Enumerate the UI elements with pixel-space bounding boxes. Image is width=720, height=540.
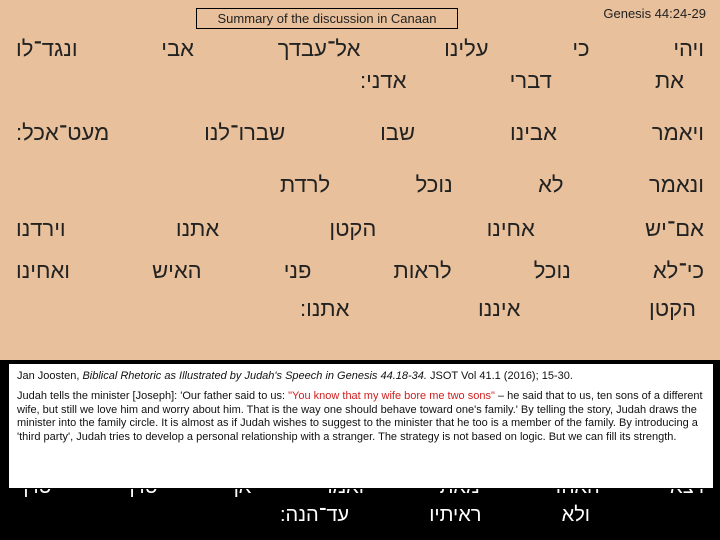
hebrew-word: אבי [161,36,194,62]
citation-title: Biblical Rhetoric as Illustrated by Juda… [82,370,427,382]
hebrew-word: האיש [152,258,202,284]
hebrew-word: הקטן [329,216,376,242]
hebrew-word: לרדת [280,172,330,198]
hebrew-word: עד־הנה: [280,504,349,527]
citation-body: Judah tells the minister [Joseph]: 'Our … [17,390,705,445]
hebrew-word: ונאמר [649,172,704,198]
citation-source: Jan Joosten, Biblical Rhetoric as Illust… [17,370,705,384]
hebrew-word: כי [572,36,589,62]
citation-block: Jan Joosten, Biblical Rhetoric as Illust… [8,363,714,489]
hebrew-word: נוכל [534,258,571,284]
hebrew-word: אתנו [176,216,219,242]
hebrew-word: הקטן [649,296,696,322]
citation-author: Jan Joosten, [17,370,79,382]
hebrew-word: ולא [562,504,590,527]
hebrew-word: פני [284,258,312,284]
hebrew-word: לראות [394,258,452,284]
hebrew-word: כי־לא [653,258,704,284]
bottom-hebrew-line-2: ולא ראיתיו עד־הנה: [280,504,590,540]
hebrew-word: אם־יש [645,216,704,242]
hebrew-word: ויהי [673,36,704,62]
slide-canvas: Genesis 44:24-29 Summary of the discussi… [0,0,720,540]
hebrew-word: נוכל [416,172,453,198]
hebrew-word: אחינו [487,216,535,242]
hebrew-line-2: את דברי אדני: [360,68,684,120]
hebrew-word: שבו [380,120,415,146]
hebrew-word: אתנו: [300,296,349,322]
hebrew-word: איננו [478,296,520,322]
hebrew-word: לא [538,172,563,198]
page-reference: Genesis 44:24-29 [603,6,706,21]
hebrew-word: ונגד־לו [16,36,78,62]
hebrew-word: אדני: [360,68,406,94]
hebrew-word: שברו־לנו [204,120,285,146]
hebrew-word: אל־עבדך [278,36,361,62]
citation-body-prefix: Judah tells the minister [Joseph]: 'Our … [17,390,288,402]
hebrew-word: את [655,68,684,94]
hebrew-word: דברי [510,68,552,94]
hebrew-word: ואחינו [16,258,70,284]
hebrew-line-7: הקטן איננו אתנו: [300,296,696,348]
hebrew-word: אבינו [510,120,557,146]
hebrew-line-3: ויאמר אבינו שבו שברו־לנו מעט־אכל: [16,120,704,172]
hebrew-word: ראיתיו [429,504,481,527]
hebrew-panel: Genesis 44:24-29 Summary of the discussi… [0,0,720,360]
hebrew-word: ויאמר [652,120,704,146]
summary-label-box: Summary of the discussion in Canaan [196,8,458,29]
hebrew-word: וירדנו [16,216,66,242]
citation-body-quote: "You know that my wife bore me two sons" [288,390,495,402]
hebrew-word: מעט־אכל: [16,120,109,146]
hebrew-word: עלינו [444,36,488,62]
citation-journal: JSOT Vol 41.1 (2016); 15-30. [430,370,573,382]
